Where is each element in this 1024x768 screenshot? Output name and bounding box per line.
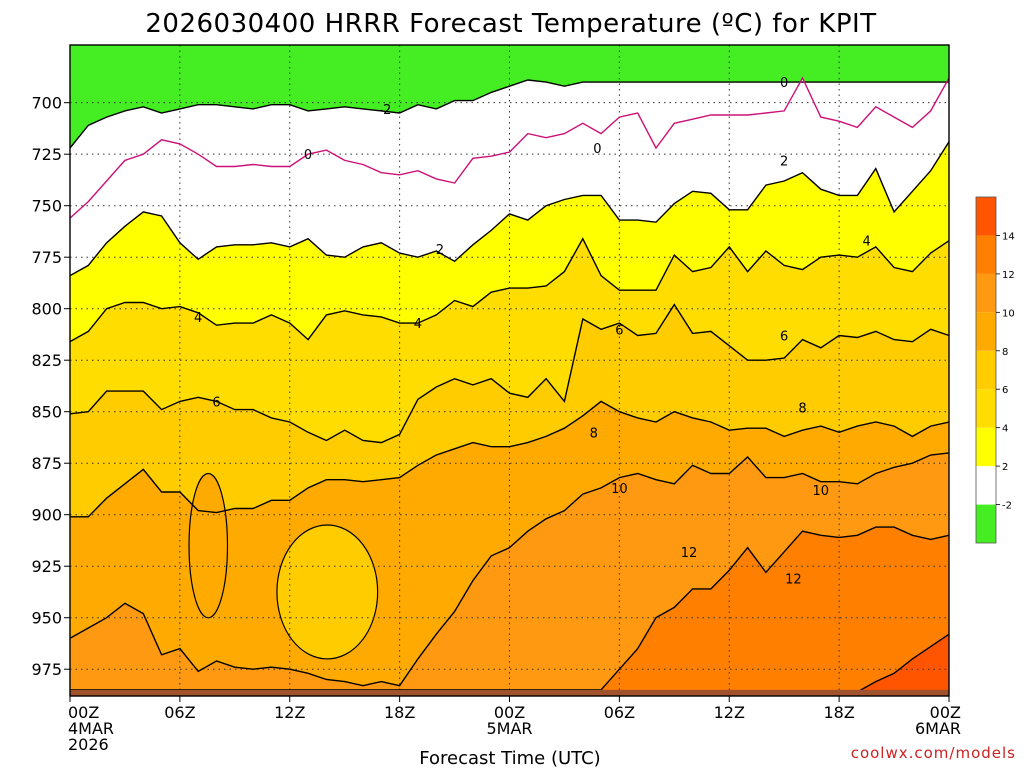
- colorbar-tick-label: 8: [1002, 347, 1008, 358]
- x-axis-label: Forecast Time (UTC): [419, 748, 600, 768]
- contour-label: 6: [212, 395, 220, 410]
- contour-label: 10: [611, 482, 628, 497]
- contour-label: 8: [798, 402, 806, 417]
- x-tick-label: 06Z: [604, 703, 635, 722]
- y-tick-label: 875: [31, 454, 62, 473]
- colorbar-tick-label: 12: [1002, 270, 1015, 281]
- isotherm-0: [70, 76, 949, 219]
- y-tick-label: 825: [31, 351, 62, 370]
- colorbar-segment: [976, 427, 996, 467]
- x-tick-label: 5MAR: [486, 719, 532, 738]
- band-above-12: [70, 527, 949, 696]
- y-tick-label: 925: [31, 557, 62, 576]
- colorbar-frame: [975, 196, 997, 544]
- colorbar-tick-label: 4: [1002, 424, 1008, 435]
- isotherm-4: [70, 237, 949, 343]
- contour-label: 12: [681, 546, 698, 561]
- contour-label: 2: [780, 154, 788, 169]
- contour-label: 4: [194, 311, 202, 326]
- contour-label: 4: [414, 317, 422, 332]
- contour-label: 6: [615, 323, 623, 338]
- x-tick-label: 2026: [68, 735, 109, 754]
- colorbar-tick-label: 2: [1002, 462, 1008, 473]
- y-tick-label: 850: [31, 403, 62, 422]
- contour-label: 2: [436, 243, 444, 258]
- colorbar-segment: [976, 273, 996, 313]
- contour-label: 8: [590, 426, 598, 441]
- colorbar-tick-label: -2: [1002, 501, 1012, 512]
- contour-label: 0: [304, 148, 312, 163]
- isotherm-6: [70, 303, 949, 444]
- contour-label: -2: [378, 103, 391, 118]
- y-tick-label: 800: [31, 300, 62, 319]
- y-tick-label: 700: [31, 94, 62, 113]
- grid-layer: [70, 45, 949, 696]
- y-tick-label: 725: [31, 145, 62, 164]
- x-tick-label: 18Z: [823, 703, 854, 722]
- contour-label-layer: -2 0 0 0 2 2 4 4 4 6 6 6 8 8 10 10 12 12: [194, 76, 871, 587]
- colorbar-segment: [976, 504, 996, 543]
- island-1: [276, 524, 379, 660]
- colorbar-tick-label: 14: [1002, 231, 1015, 242]
- colorbar-tick-label: 6: [1002, 385, 1008, 396]
- x-tick-label: 12Z: [714, 703, 745, 722]
- isotherm-layer: [70, 76, 949, 696]
- isotherm-2: [70, 141, 949, 277]
- colorbar-tick-label: 10: [1002, 308, 1015, 319]
- chart-title: 2026030400 HRRR Forecast Temperature (ºC…: [145, 9, 876, 39]
- y-tick-label: 900: [31, 506, 62, 525]
- contour-label: 4: [862, 235, 870, 250]
- isotherm-10: [70, 452, 949, 687]
- colorbar-segment: [976, 312, 996, 351]
- y-tick-label: 775: [31, 248, 62, 267]
- contour-label: 6: [780, 329, 788, 344]
- colorbar: -2 2 4 6 8 10 12 14: [975, 196, 1015, 544]
- isotherm-8: [70, 400, 949, 518]
- x-tick-label: 06Z: [164, 703, 195, 722]
- colorbar-segment: [976, 197, 996, 236]
- x-tick-label: 00Z: [930, 703, 961, 722]
- colorbar-segment: [976, 235, 996, 274]
- x-tick-label: 6MAR: [915, 719, 961, 738]
- contour-label: 0: [780, 76, 788, 91]
- contour-label: 10: [813, 484, 830, 499]
- terrain-strip: [70, 689, 949, 696]
- colorbar-segment: [976, 466, 996, 505]
- x-tick-label: 00Z: [68, 703, 99, 722]
- terrain-layer: [70, 689, 949, 696]
- y-tick-label: 750: [31, 197, 62, 216]
- isotherm-12: [70, 526, 949, 691]
- credit-text: coolwx.com/models: [851, 744, 1016, 762]
- isotherm--2: [70, 79, 949, 149]
- y-axis: 700 725 750 775 800 825 850 875 900 925 950 975: [31, 94, 70, 679]
- colorbar-segment: [976, 350, 996, 390]
- x-tick-label: 4MAR: [68, 719, 114, 738]
- y-tick-label: 975: [31, 660, 62, 679]
- colorbar-segment: [976, 389, 996, 428]
- x-tick-label: 18Z: [384, 703, 415, 722]
- y-tick-label: 950: [31, 609, 62, 628]
- contour-label: 12: [785, 573, 802, 588]
- x-tick-label: 00Z: [494, 703, 525, 722]
- island-0: [188, 472, 229, 619]
- contour-label: 0: [593, 142, 601, 157]
- x-tick-label: 12Z: [274, 703, 305, 722]
